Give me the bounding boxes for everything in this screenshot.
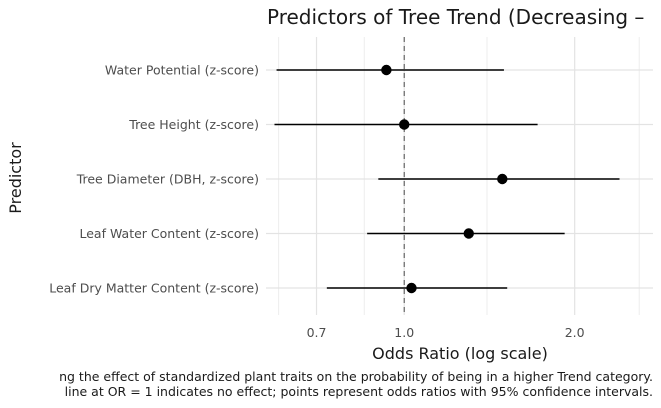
estimate-point: [399, 119, 410, 130]
estimate-points: [381, 64, 508, 294]
y-tick-label: Leaf Water Content (z-score): [80, 226, 260, 241]
chart-title: Predictors of Tree Trend (Decreasing –: [267, 5, 644, 29]
estimate-point: [381, 64, 392, 76]
estimate-point: [406, 282, 417, 294]
x-tick-label: 0.7: [307, 325, 327, 340]
y-tick-labels: Water Potential (z-score) Tree Height (z-…: [49, 63, 259, 296]
x-tick-label: 1.0: [394, 325, 414, 340]
y-tick-label: Leaf Dry Matter Content (z-score): [49, 281, 259, 296]
caption-line-1: ng the effect of standardized plant trai…: [59, 369, 653, 384]
y-axis-label: Predictor: [6, 142, 25, 214]
estimate-point: [497, 173, 508, 185]
x-axis-label: Odds Ratio (log scale): [372, 344, 548, 363]
x-tick-label: 2.0: [565, 325, 585, 340]
estimate-point: [463, 228, 474, 239]
y-tick-label: Tree Height (z-score): [128, 117, 259, 132]
caption-line-2: line at OR = 1 indicates no effect; poin…: [65, 384, 653, 399]
x-tick-labels: 0.7 1.0 2.0: [307, 325, 585, 340]
y-tick-label: Water Potential (z-score): [105, 63, 259, 78]
y-tick-label: Tree Diameter (DBH, z-score): [76, 172, 259, 187]
